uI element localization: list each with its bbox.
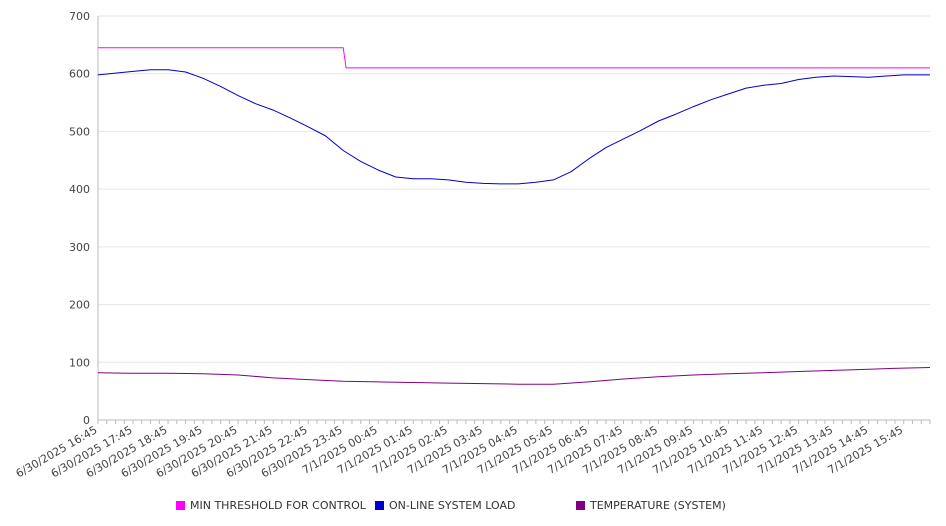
series-line	[98, 47, 930, 69]
x-tick-labels: 6/30/2025 16:456/30/2025 17:456/30/2025 …	[14, 423, 906, 480]
axes	[97, 16, 931, 424]
legend: MIN THRESHOLD FOR CONTROL ON-LINE SYSTEM …	[176, 499, 726, 512]
legend-label: ON-LINE SYSTEM LOAD	[389, 499, 515, 512]
legend-item: MIN THRESHOLD FOR CONTROL	[176, 499, 367, 512]
y-tick-label: 0	[83, 414, 90, 427]
y-tick-label: 700	[69, 10, 90, 23]
y-tick-label: 300	[69, 241, 90, 254]
legend-label: TEMPERATURE (SYSTEM)	[589, 499, 726, 512]
legend-item: TEMPERATURE (SYSTEM)	[576, 499, 726, 512]
y-tick-labels: 0 100 200 300 400 500 600 700	[69, 10, 90, 427]
y-tick-label: 600	[69, 68, 90, 81]
legend-swatch	[176, 501, 185, 510]
y-tick-label: 200	[69, 299, 90, 312]
y-tick-label: 100	[69, 356, 90, 369]
series-line	[97, 367, 931, 385]
series-line	[97, 69, 930, 185]
grid-lines	[98, 15, 930, 363]
legend-swatch	[375, 501, 384, 510]
legend-item: ON-LINE SYSTEM LOAD	[375, 499, 515, 512]
legend-swatch	[576, 501, 585, 510]
series-lines	[97, 47, 931, 385]
y-tick-label: 500	[69, 125, 90, 138]
legend-label: MIN THRESHOLD FOR CONTROL	[190, 499, 367, 512]
y-tick-label: 400	[69, 183, 90, 196]
